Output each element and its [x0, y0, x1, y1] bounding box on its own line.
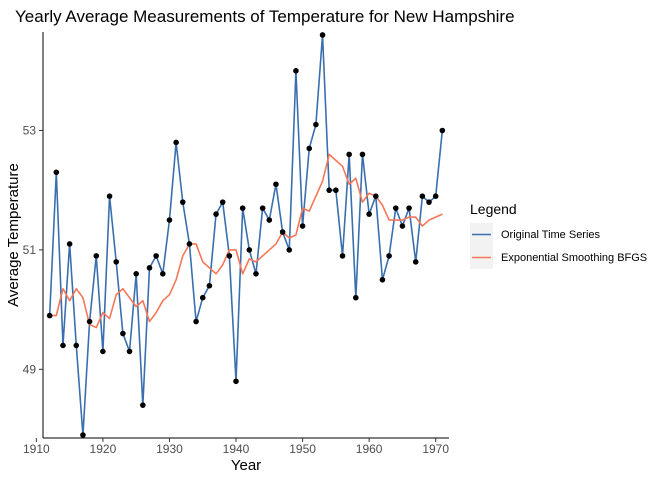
- y-axis-title: Average Temperature: [5, 163, 22, 307]
- data-point: [133, 271, 139, 277]
- data-point: [412, 259, 419, 265]
- x-axis-title: Year: [231, 457, 261, 474]
- data-point: [80, 432, 86, 438]
- data-point: [179, 199, 186, 205]
- data-point: [153, 253, 159, 259]
- data-point: [286, 247, 293, 253]
- data-point: [326, 187, 332, 194]
- data-point: [253, 271, 259, 277]
- data-point: [106, 193, 113, 199]
- data-point: [233, 378, 239, 385]
- data-point: [426, 199, 432, 205]
- x-tick-label: 1950: [289, 442, 316, 456]
- data-point: [386, 253, 392, 259]
- data-point: [226, 253, 233, 259]
- data-point: [319, 32, 326, 38]
- legend: Legend Original Time Series Exponential S…: [470, 201, 647, 269]
- data-point: [126, 348, 133, 355]
- data-point: [359, 151, 366, 158]
- data-point: [372, 193, 379, 199]
- x-tick-label: 1930: [156, 442, 183, 456]
- data-point: [346, 151, 352, 158]
- data-point: [399, 223, 406, 229]
- data-point: [406, 205, 412, 211]
- data-point: [120, 330, 126, 337]
- data-point: [273, 181, 279, 188]
- legend-title: Legend: [470, 201, 517, 217]
- data-point: [60, 342, 66, 349]
- data-point: [313, 121, 319, 128]
- data-point: [353, 294, 359, 301]
- data-point: [113, 259, 120, 265]
- data-point: [53, 169, 60, 176]
- x-tick-label: 1970: [422, 442, 449, 456]
- data-point: [439, 127, 446, 134]
- data-point: [432, 193, 439, 199]
- y-tick-label: 49: [23, 362, 37, 376]
- data-point: [206, 282, 213, 289]
- x-tick-label: 1910: [23, 442, 50, 456]
- data-point: [66, 241, 73, 247]
- y-tick-label: 51: [23, 243, 37, 257]
- data-point: [166, 217, 173, 223]
- data-point: [86, 318, 93, 325]
- data-point: [193, 318, 199, 325]
- x-tick-label: 1960: [356, 442, 383, 456]
- data-point: [259, 205, 266, 211]
- data-point: [46, 312, 53, 319]
- data-point: [279, 229, 286, 235]
- x-tick-label: 1920: [90, 442, 117, 456]
- data-point: [379, 276, 386, 283]
- legend-entry-label: Original Time Series: [501, 229, 601, 241]
- chart-title: Yearly Average Measurements of Temperatu…: [15, 7, 515, 26]
- data-point: [160, 271, 166, 277]
- data-point: [339, 253, 346, 259]
- data-point: [266, 217, 273, 223]
- x-tick-label: 1940: [223, 442, 250, 456]
- data-point: [293, 68, 299, 74]
- data-point: [299, 223, 306, 229]
- data-point: [199, 294, 206, 301]
- data-point: [366, 211, 372, 217]
- data-point: [173, 139, 179, 146]
- data-point: [186, 241, 193, 247]
- data-point: [73, 342, 80, 349]
- y-tick-label: 53: [23, 124, 37, 138]
- data-point: [140, 402, 146, 408]
- data-point: [246, 247, 253, 253]
- legend-entry-label: Exponential Smoothing BFGS: [501, 252, 647, 264]
- data-point: [100, 348, 106, 355]
- plot-area: 1910 1920 1930 1940 1950 1960 1970 49 51 53: [23, 32, 449, 456]
- data-point: [306, 145, 313, 152]
- original-series-line: [48, 34, 444, 436]
- data-point: [392, 205, 399, 211]
- data-point: [333, 187, 339, 194]
- data-point: [93, 253, 100, 259]
- data-point: [219, 199, 226, 205]
- data-point: [213, 211, 219, 217]
- data-point: [146, 265, 153, 271]
- data-point: [419, 193, 426, 199]
- data-point: [239, 205, 246, 211]
